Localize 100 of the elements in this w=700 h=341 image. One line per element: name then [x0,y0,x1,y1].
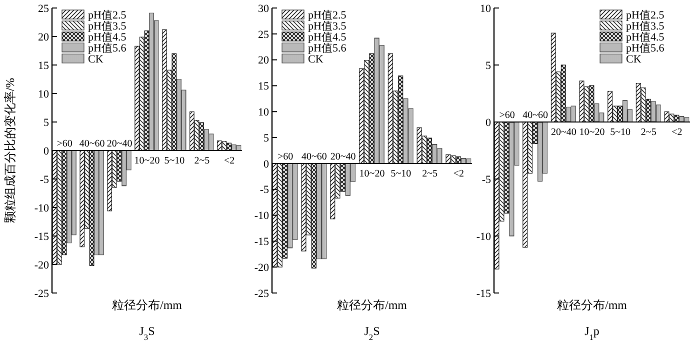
bar [550,32,556,122]
bar [636,82,641,122]
bar [628,109,632,122]
bar [116,150,122,182]
y-tick-label: 15 [258,80,270,93]
y-tick-label: 5 [264,132,270,144]
bar [292,163,298,240]
bar [646,98,651,122]
bar [612,106,618,122]
bar [204,129,209,151]
bar [149,12,154,151]
category-label: <2 [672,127,682,138]
bar [340,163,346,192]
bar [422,136,427,164]
bar [532,122,538,144]
y-tick-label: -15 [34,230,50,243]
bar [199,122,204,151]
bar [509,122,514,236]
y-tick-label: 0 [44,145,50,158]
bar [231,144,236,151]
bar [288,163,293,248]
bar [330,163,336,220]
category-label: 2~5 [422,168,438,180]
bar [608,90,613,122]
y-tick-label: -10 [34,202,50,214]
legend-label: pH值4.5 [626,32,665,44]
y-tick-label: -25 [34,288,50,300]
bar [306,163,312,236]
y-tick-label: 30 [258,2,270,15]
y-tick-label: -5 [40,174,50,186]
bar [99,150,104,256]
category-label: <2 [453,168,464,180]
bar [664,111,670,122]
y-tick-label: 20 [258,54,270,67]
x-axis-title: 粒径分布/mm [112,298,183,312]
y-tick-label: -15 [254,236,270,248]
bar [560,64,566,122]
category-label: 10~20 [134,156,160,166]
legend-label: CK [308,54,324,66]
bar [398,76,404,164]
bar [107,150,112,212]
bar [622,100,628,122]
bar [403,98,408,164]
y-tick-label: 10 [258,106,270,118]
bar [594,103,600,122]
bar [176,78,182,151]
bar [599,112,604,122]
bar [650,101,656,122]
bar [579,80,584,122]
bar [94,150,100,256]
text: J$_{3}$S [139,324,155,341]
bar [369,53,374,164]
bar [172,53,177,151]
bar [556,72,561,122]
bar [437,148,442,164]
category-label: 2~5 [640,127,656,138]
bar [584,86,590,122]
bar [522,122,528,248]
bar [589,85,594,122]
y-tick-label: 10 [38,88,50,100]
bar [311,163,316,268]
bar [72,150,76,236]
y-axis-title: 颗粒组成百分比的变化率/% [3,78,17,224]
bar [446,154,451,164]
y-tick-label: 25 [38,2,50,15]
bar [226,142,232,151]
bar [277,163,282,268]
bar [392,90,398,164]
y-tick-label: -25 [254,288,270,300]
category-label: 20~40 [330,151,356,162]
bar [358,68,364,164]
y-tick-label: -20 [254,262,270,274]
y-tick-label: 5 [486,60,492,72]
bar [208,134,214,151]
category-label: 2~5 [194,156,210,166]
bar [144,30,150,151]
legend-label: pH值2.5 [88,10,127,22]
text: J$_{2}$S [364,324,380,341]
category-label: <2 [224,156,235,166]
bar [89,150,94,266]
legend-label: pH值5.6 [308,42,347,54]
bar [282,163,288,259]
bar [388,53,393,164]
y-tick-label: 15 [38,60,50,72]
legend-label: CK [88,54,104,66]
y-tick-label: 0 [486,116,492,129]
bar [669,114,674,122]
bar [416,127,422,164]
x-axis-title: 粒径分布/mm [556,298,628,312]
bar [350,163,356,182]
category-label: 5~10 [164,156,185,166]
category-label: 5~10 [390,168,412,180]
bar [181,90,186,151]
bar [640,88,646,122]
legend-label: pH值3.5 [308,20,347,32]
bar [322,163,327,260]
y-tick-label: -10 [476,230,492,243]
bar [335,163,340,198]
bar [538,122,543,182]
legend-label: CK [626,54,642,66]
